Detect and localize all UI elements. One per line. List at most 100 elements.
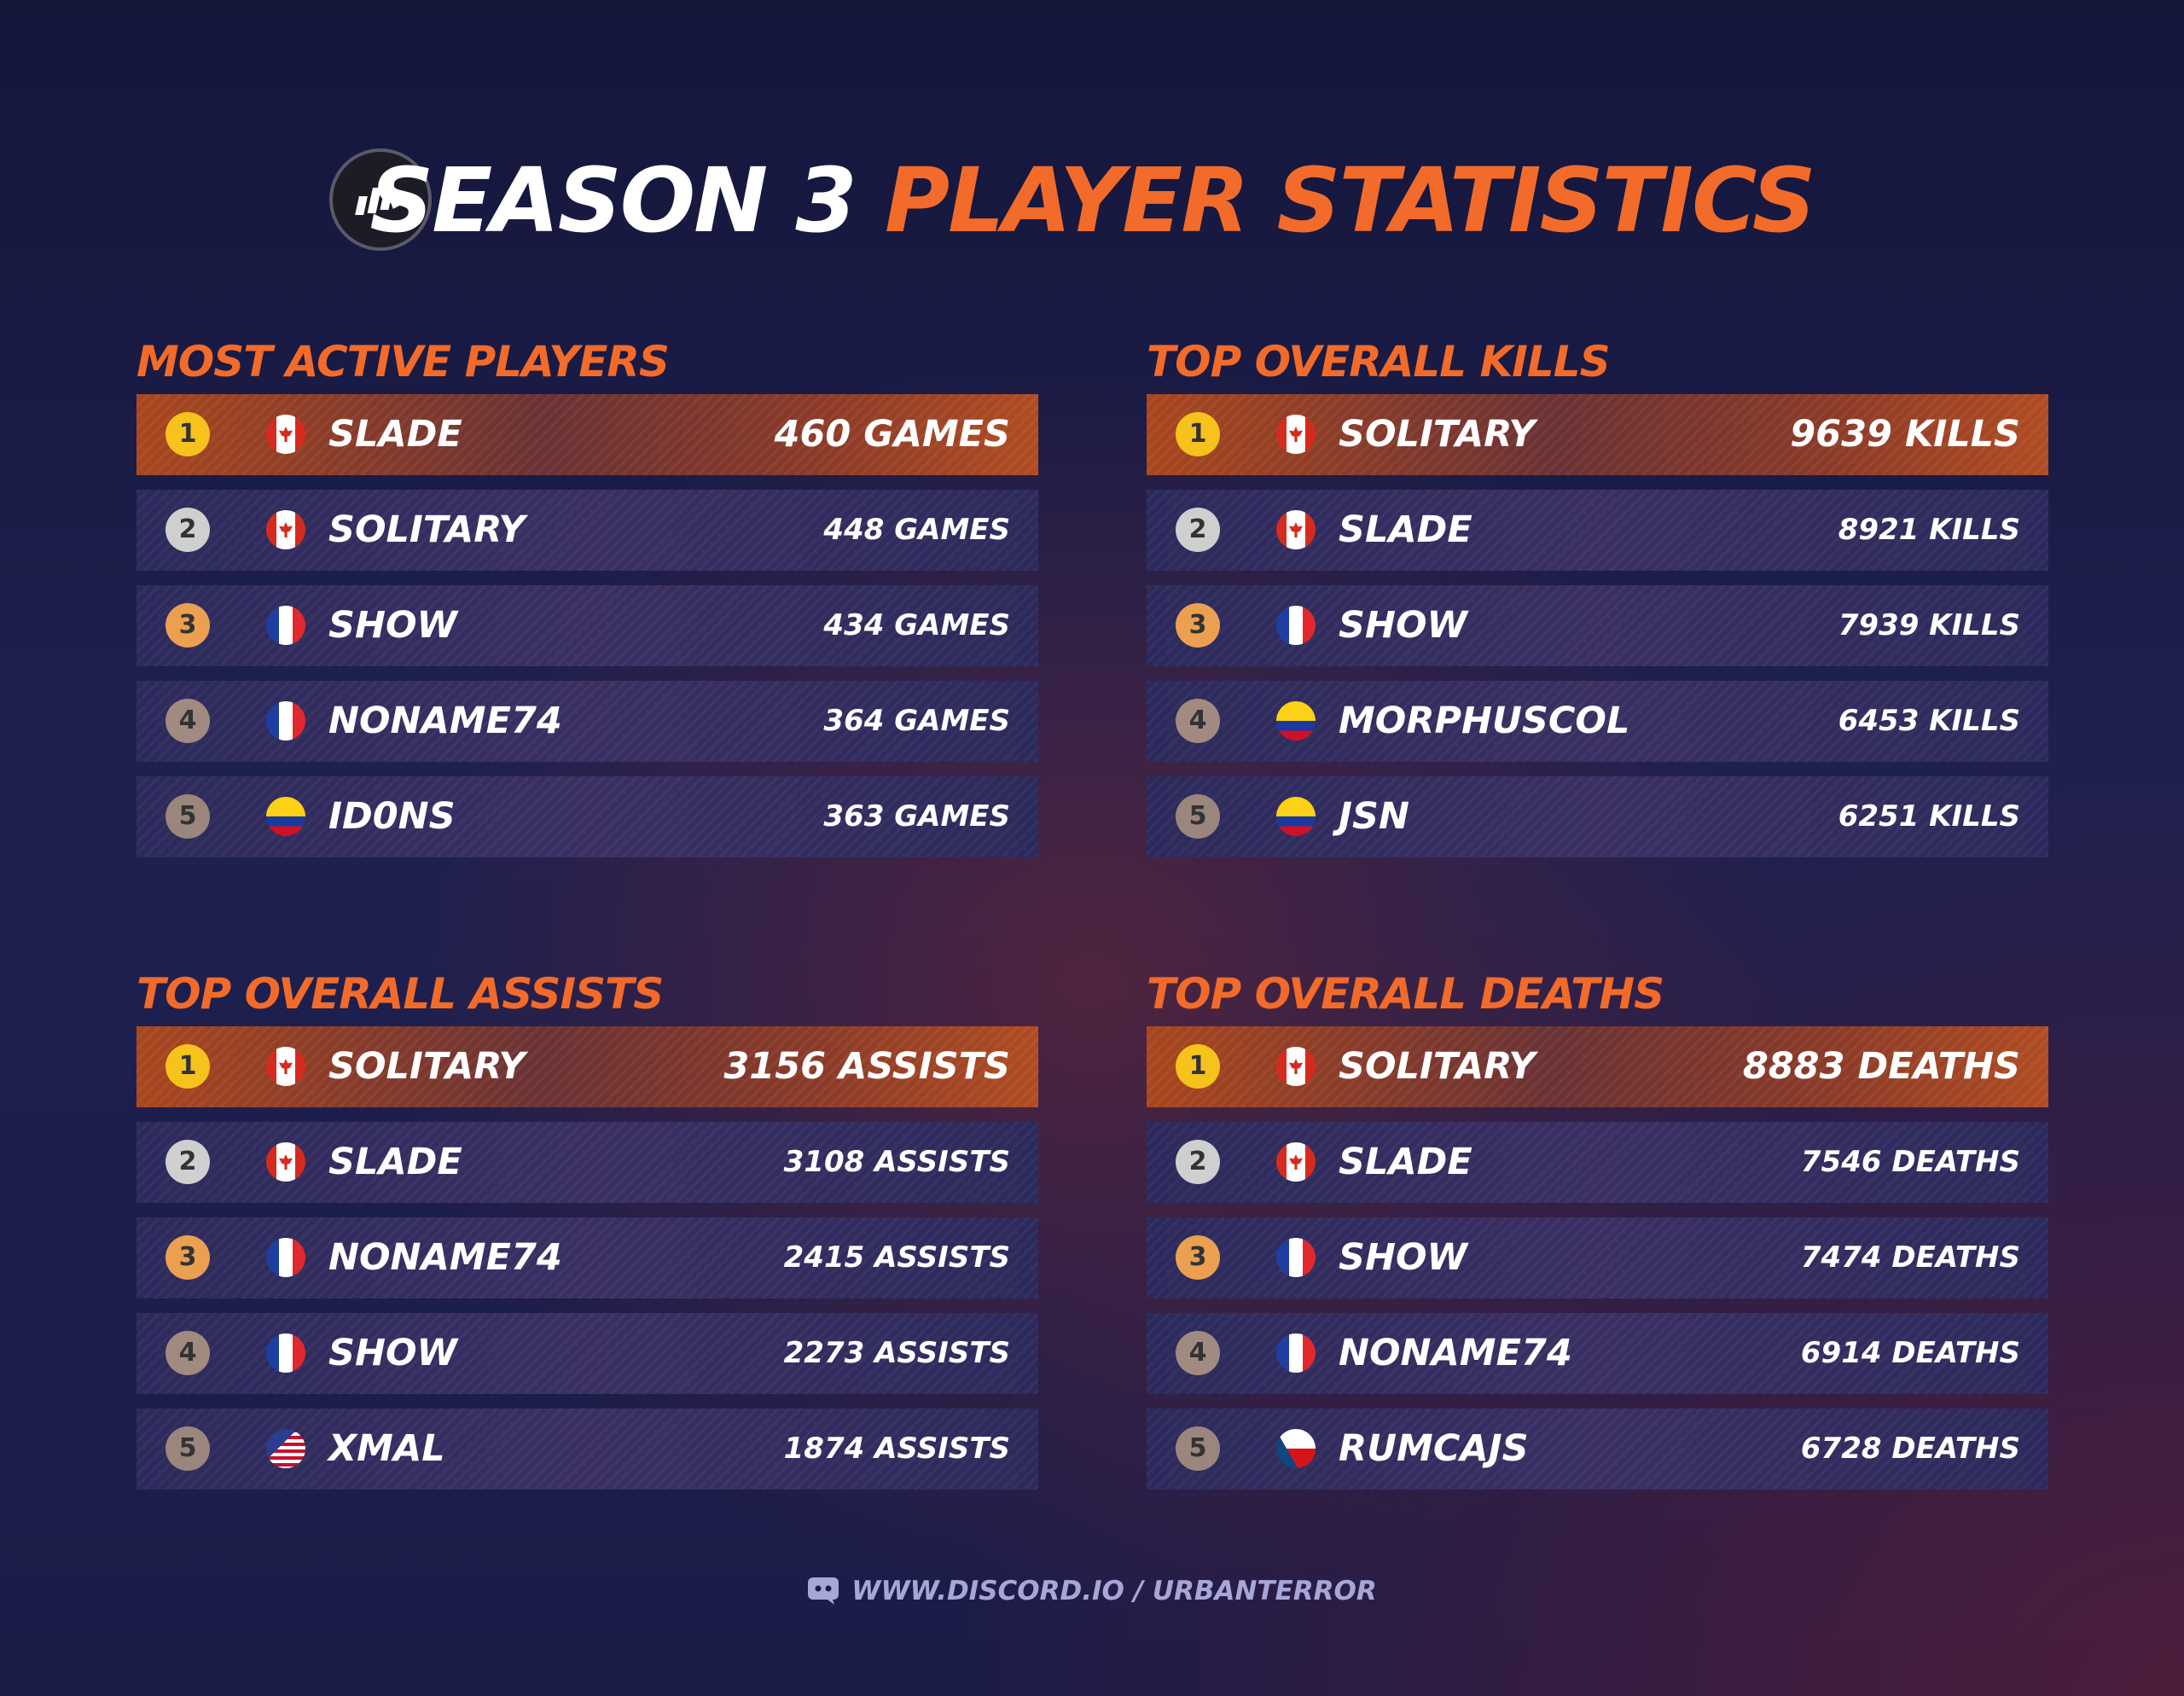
- flag: [1276, 701, 1316, 741]
- leaderboard-row: 5 RUMCAJS 6728 DEATHS: [1147, 1408, 2048, 1490]
- stat-value: 8883 DEATHS: [1742, 1045, 2020, 1088]
- flag: [1276, 1238, 1316, 1277]
- maple-leaf: [279, 427, 293, 442]
- player-name: MORPHUSCOL: [1339, 700, 1630, 742]
- rank-badge: 4: [166, 1331, 210, 1375]
- flag: [266, 1142, 305, 1182]
- leaderboard-row: 2 SOLITARY 448 GAMES: [136, 490, 1038, 571]
- player-name: NONAME74: [328, 1236, 562, 1279]
- section-title: TOP OVERALL KILLS: [1147, 337, 1611, 386]
- flag: [1276, 797, 1316, 836]
- player-name: ID0NS: [328, 795, 456, 838]
- stat-value: 1874 ASSISTS: [783, 1432, 1010, 1466]
- stat-value: 2415 ASSISTS: [783, 1240, 1010, 1275]
- title: SEASON 3 PLAYER STATISTICS: [0, 149, 2184, 252]
- stat-value: 9639 KILLS: [1790, 413, 2020, 456]
- player-name: JSN: [1339, 795, 1409, 838]
- leaderboard-row: 2 SLADE 7546 DEATHS: [1147, 1122, 2048, 1203]
- rank-badge: 2: [166, 1140, 210, 1184]
- stat-value: 6728 DEATHS: [1800, 1432, 2020, 1466]
- player-name: SLADE: [1339, 508, 1472, 551]
- player-name: SHOW: [328, 604, 457, 647]
- maple-leaf: [1289, 522, 1303, 537]
- leaderboard-row: 4 NONAME74 364 GAMES: [136, 681, 1038, 762]
- logo: [329, 148, 432, 251]
- player-name: SOLITARY: [1339, 1045, 1536, 1088]
- maple-leaf: [279, 1059, 293, 1074]
- section-title: TOP OVERALL ASSISTS: [136, 969, 664, 1019]
- title-white: SEASON 3: [369, 148, 857, 253]
- flag: [266, 415, 305, 454]
- flag: [1276, 510, 1316, 549]
- player-name: XMAL: [328, 1427, 445, 1470]
- leaderboard-row: 5 XMAL 1874 ASSISTS: [136, 1408, 1038, 1490]
- stat-value: 3108 ASSISTS: [783, 1145, 1010, 1179]
- player-name: SOLITARY: [328, 508, 526, 551]
- player-name: SOLITARY: [328, 1045, 526, 1088]
- stat-value: 7546 DEATHS: [1800, 1145, 2020, 1179]
- stat-value: 7939 KILLS: [1838, 608, 2020, 642]
- leaderboard-row: 4 NONAME74 6914 DEATHS: [1147, 1313, 2048, 1394]
- flag: [1276, 1429, 1316, 1468]
- flag: [266, 701, 305, 741]
- player-name: SLADE: [328, 413, 462, 456]
- leaderboard-row: 5 ID0NS 363 GAMES: [136, 776, 1038, 857]
- maple-leaf: [1289, 427, 1303, 442]
- stat-value: 7474 DEATHS: [1800, 1240, 2020, 1275]
- player-name: SLADE: [328, 1141, 462, 1183]
- stat-value: 3156 ASSISTS: [723, 1045, 1010, 1088]
- rank-badge: 5: [1176, 794, 1220, 839]
- rank-badge: 1: [1176, 412, 1220, 456]
- flag: [1276, 1047, 1316, 1086]
- footer: WWW.DISCORD.IO / URBANTERROR: [0, 1571, 2184, 1611]
- section-title: MOST ACTIVE PLAYERS: [136, 337, 670, 386]
- rank-badge: 2: [1176, 508, 1220, 552]
- title-orange: PLAYER STATISTICS: [884, 148, 1816, 253]
- player-name: SHOW: [1339, 1236, 1467, 1279]
- rank-badge: 1: [166, 1044, 210, 1089]
- stat-value: 6914 DEATHS: [1800, 1336, 2020, 1370]
- player-name: RUMCAJS: [1339, 1427, 1529, 1470]
- player-name: SOLITARY: [1339, 413, 1536, 456]
- stat-value: 6251 KILLS: [1838, 799, 2020, 833]
- stat-value: 8921 KILLS: [1838, 513, 2020, 547]
- rank-badge: 4: [166, 699, 210, 743]
- leaderboard-row: 3 SHOW 7474 DEATHS: [1147, 1217, 2048, 1298]
- stat-value: 364 GAMES: [823, 704, 1010, 738]
- rank-badge: 3: [1176, 603, 1220, 648]
- rank-badge: 1: [166, 412, 210, 456]
- leaderboard-row: 2 SLADE 3108 ASSISTS: [136, 1122, 1038, 1203]
- flag: [266, 797, 305, 836]
- rank-badge: 3: [166, 1235, 210, 1280]
- player-name: SLADE: [1339, 1141, 1472, 1183]
- flag: [1276, 1142, 1316, 1182]
- rank-badge: 2: [166, 508, 210, 552]
- logo-icon: [355, 183, 407, 215]
- leaderboard-row: 5 JSN 6251 KILLS: [1147, 776, 2048, 857]
- rank-badge: 4: [1176, 1331, 1220, 1375]
- stat-value: 363 GAMES: [823, 799, 1010, 833]
- flag: [266, 1238, 305, 1277]
- leaderboard-row: 1 SOLITARY 9639 KILLS: [1147, 394, 2048, 475]
- footer-url: WWW.DISCORD.IO / URBANTERROR: [851, 1576, 1377, 1606]
- maple-leaf: [1289, 1059, 1303, 1074]
- maple-leaf: [279, 522, 293, 537]
- flag: [266, 510, 305, 549]
- rank-badge: 4: [1176, 699, 1220, 743]
- stat-value: 434 GAMES: [823, 608, 1010, 642]
- rank-badge: 5: [166, 1426, 210, 1471]
- leaderboard-row: 1 SOLITARY 8883 DEATHS: [1147, 1026, 2048, 1107]
- player-name: SHOW: [1339, 604, 1467, 647]
- discord-icon: [808, 1577, 839, 1605]
- rank-badge: 1: [1176, 1044, 1220, 1089]
- rank-badge: 3: [166, 603, 210, 648]
- leaderboard-row: 1 SLADE 460 GAMES: [136, 394, 1038, 475]
- stat-value: 460 GAMES: [774, 413, 1010, 456]
- leaderboard-row: 4 MORPHUSCOL 6453 KILLS: [1147, 681, 2048, 762]
- flag: [1276, 415, 1316, 454]
- player-name: NONAME74: [328, 700, 562, 742]
- stat-value: 6453 KILLS: [1838, 704, 2020, 738]
- stat-value: 448 GAMES: [823, 513, 1010, 547]
- rank-badge: 5: [1176, 1426, 1220, 1471]
